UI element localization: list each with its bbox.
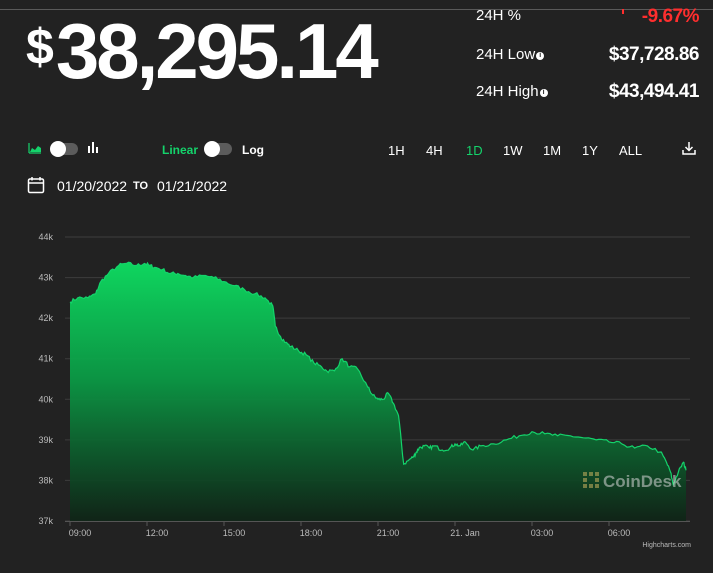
y-tick-label: 39k xyxy=(38,435,53,445)
svg-text:CoinDesk: CoinDesk xyxy=(603,472,682,491)
x-tick-label: 15:00 xyxy=(223,528,246,538)
range-1d-button[interactable]: 1D xyxy=(466,143,483,158)
area-chart-icon[interactable] xyxy=(28,142,42,154)
x-tick-label: 18:00 xyxy=(300,528,323,538)
date-to-input[interactable]: 01/21/2022 xyxy=(157,178,228,194)
info-icon[interactable]: i xyxy=(536,52,545,60)
stat-value-24h-percent: -9.67% xyxy=(641,6,700,27)
range-1m-button[interactable]: 1M xyxy=(543,143,562,158)
scale-toggle[interactable] xyxy=(204,141,232,157)
x-tick-label: 21:00 xyxy=(377,528,400,538)
date-from-input[interactable]: 01/20/2022 xyxy=(57,178,128,194)
info-icon[interactable]: i xyxy=(539,89,548,97)
linear-label[interactable]: Linear xyxy=(162,143,199,157)
y-tick-label: 37k xyxy=(38,516,53,526)
date-to-label: TO xyxy=(133,180,149,192)
x-tick-label: 21. Jan xyxy=(450,528,480,538)
price-area xyxy=(70,262,686,521)
y-tick-label: 38k xyxy=(38,475,53,485)
download-icon[interactable] xyxy=(681,140,697,156)
calendar-icon[interactable] xyxy=(27,176,45,194)
x-tick-label: 03:00 xyxy=(531,528,554,538)
top-divider xyxy=(0,9,713,10)
range-1h-button[interactable]: 1H xyxy=(388,143,405,158)
highcharts-credits[interactable]: Highcharts.com xyxy=(642,542,691,549)
bar-chart-icon[interactable] xyxy=(87,141,99,154)
x-axis: 09:00 12:00 15:00 18:00 21:00 21. Jan 03:00 06:… xyxy=(65,521,690,538)
chart-type-toggle[interactable] xyxy=(50,141,78,157)
log-label[interactable]: Log xyxy=(242,143,264,157)
x-tick-label: 12:00 xyxy=(146,528,169,538)
y-tick-label: 42k xyxy=(38,313,53,323)
y-tick-label: 41k xyxy=(38,354,53,364)
range-4h-button[interactable]: 4H xyxy=(426,143,443,158)
range-all-button[interactable]: ALL xyxy=(619,143,643,158)
stat-label-24h-percent: 24H % xyxy=(476,7,522,24)
stat-label-24h-low: 24H Low i xyxy=(476,46,545,63)
range-1w-button[interactable]: 1W xyxy=(503,143,523,158)
price-line xyxy=(69,261,687,487)
coindesk-watermark: CoinDesk xyxy=(583,472,682,491)
y-tick-label: 43k xyxy=(38,273,53,283)
change-marker xyxy=(622,9,624,14)
x-tick-label: 06:00 xyxy=(608,528,631,538)
y-tick-label: 40k xyxy=(38,394,53,404)
current-price: $38,295.14 xyxy=(26,7,379,95)
y-tick-label: 44k xyxy=(38,232,53,242)
stat-value-24h-low: $37,728.86 xyxy=(608,44,700,65)
range-1y-button[interactable]: 1Y xyxy=(582,143,598,158)
stat-label-24h-high: 24H High i xyxy=(476,83,548,100)
stat-value-24h-high: $43,494.41 xyxy=(608,81,700,102)
y-axis: 37k 38k 39k 40k 41k 42k 43k 44k xyxy=(38,232,53,526)
x-tick-label: 09:00 xyxy=(69,528,92,538)
